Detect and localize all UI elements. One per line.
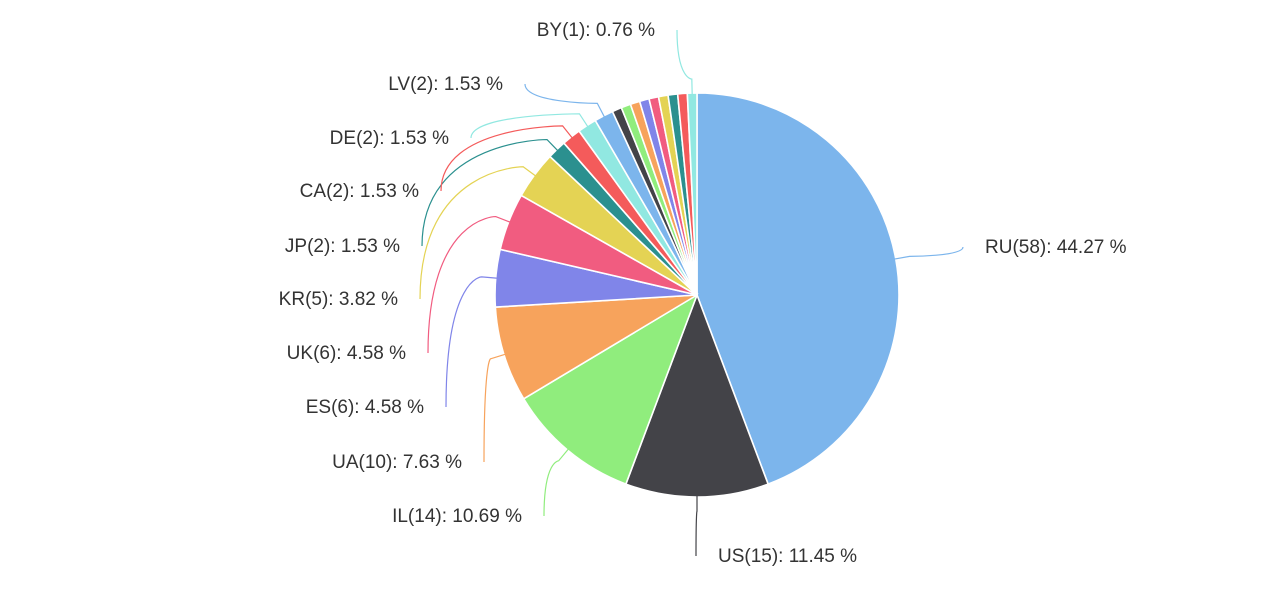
slice-label-ru: RU(58): 44.27 % (985, 237, 1127, 258)
slice-label-ca: CA(2): 1.53 % (300, 181, 419, 202)
slice-label-es: ES(6): 4.58 % (306, 397, 424, 418)
leader-line-lv (524, 83, 606, 118)
leader-line-kr (419, 166, 537, 300)
slice-label-uk: UK(6): 4.58 % (287, 343, 406, 364)
leader-line-es (445, 276, 498, 408)
leader-line-us (695, 495, 698, 557)
slice-label-lv: LV(2): 1.53 % (388, 74, 503, 95)
slice-label-us: US(15): 11.45 % (718, 546, 857, 567)
slice-label-by: BY(1): 0.76 % (537, 20, 655, 41)
slice-label-ua: UA(10): 7.63 % (332, 452, 462, 473)
leader-line-ca (440, 125, 574, 192)
leader-line-il (543, 448, 570, 517)
leader-line-uk (427, 215, 511, 354)
leader-line-ua (483, 353, 507, 463)
leader-line-de (470, 113, 589, 139)
leader-line-jp (421, 138, 559, 247)
labels-layer: RU(58): 44.27 % US(15): 11.45 % IL(14): 10… (279, 20, 1127, 567)
slices-layer (494, 92, 900, 498)
slice-label-il: IL(14): 10.69 % (392, 506, 522, 527)
leader-line-ru (893, 246, 964, 260)
slice-label-de: DE(2): 1.53 % (330, 128, 449, 149)
leader-line-by (676, 29, 693, 96)
slice-label-kr: KR(5): 3.82 % (279, 289, 398, 310)
leader-lines-layer (419, 29, 964, 557)
slice-label-jp: JP(2): 1.53 % (285, 236, 400, 257)
